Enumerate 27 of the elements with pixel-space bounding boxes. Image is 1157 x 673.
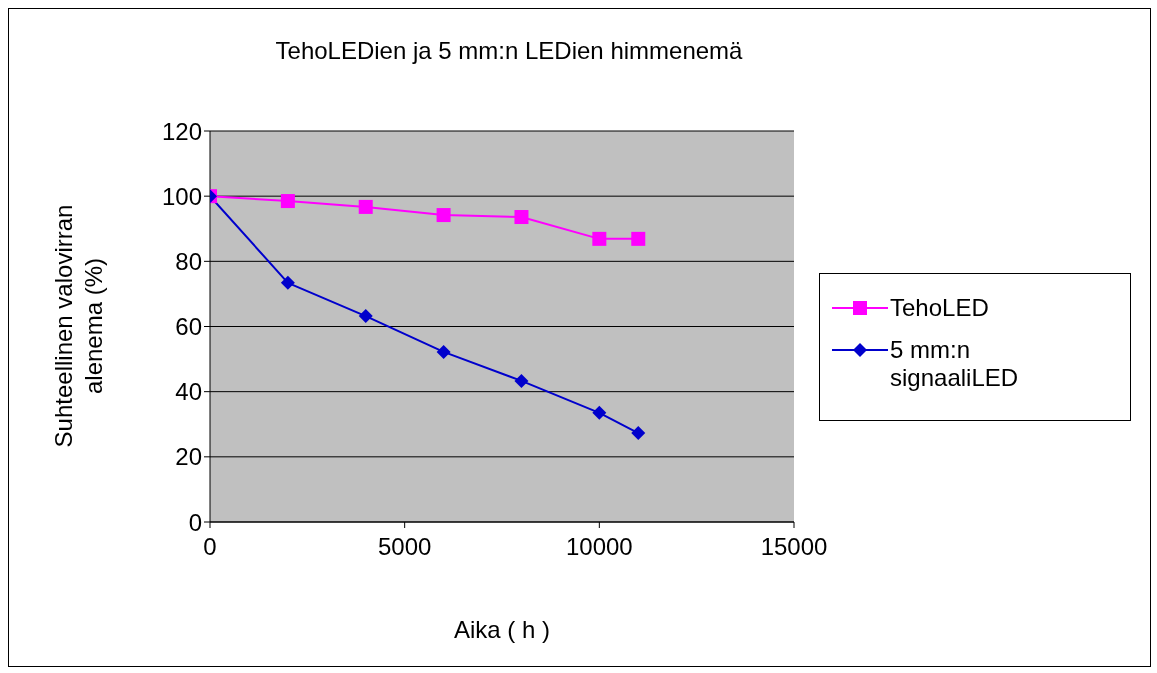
point xyxy=(631,231,646,246)
point xyxy=(436,208,451,223)
legend-label: TehoLED xyxy=(890,294,990,322)
point xyxy=(592,231,607,246)
point xyxy=(280,275,295,290)
y-axis-title: Suhteellinen valovirran alenema (%) xyxy=(49,203,108,450)
point xyxy=(631,426,646,441)
y-tick-label: 120 xyxy=(161,117,202,145)
y-tick-label: 20 xyxy=(175,443,202,471)
y-tick-label: 40 xyxy=(175,378,202,406)
x-tick-label: 10000 xyxy=(565,533,633,561)
x-tick-label: 5000 xyxy=(377,533,432,561)
point xyxy=(358,199,373,214)
y-tick-label: 100 xyxy=(161,182,202,210)
x-axis-title: Aika ( h ) xyxy=(453,616,551,644)
point xyxy=(358,309,373,324)
point xyxy=(280,194,295,209)
y-tick-label: 60 xyxy=(175,313,202,341)
y-tick-label: 0 xyxy=(188,508,202,536)
x-tick-label: 15000 xyxy=(760,533,828,561)
chart-title: TehoLEDien ja 5 mm:n LEDien himmenemä xyxy=(274,37,744,65)
point xyxy=(592,405,607,420)
point xyxy=(436,344,451,359)
y-tick-label: 80 xyxy=(175,247,202,275)
point xyxy=(514,210,529,225)
legend-label: 5 mm:n signaaliLED xyxy=(890,336,1020,392)
point xyxy=(514,373,529,388)
